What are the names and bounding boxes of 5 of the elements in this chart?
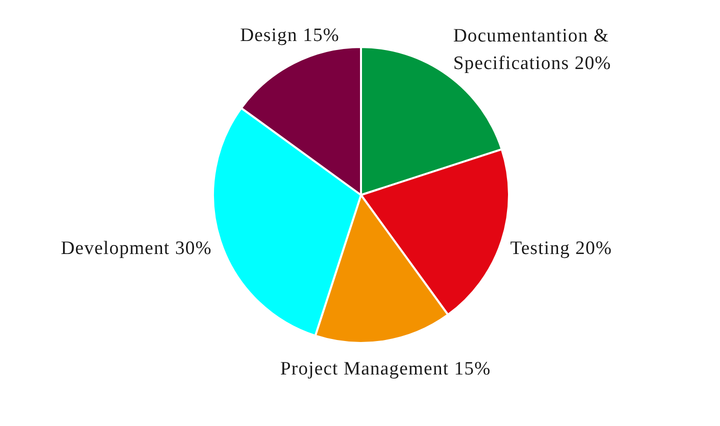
slice-label: Testing 20% xyxy=(510,238,612,260)
slice-label: Project Management 15% xyxy=(280,358,491,380)
slice-label: Design 15% xyxy=(240,25,340,46)
slice-label: Documentantion & Specifications 20% xyxy=(453,26,612,74)
slice-label: Development 30% xyxy=(60,238,212,260)
